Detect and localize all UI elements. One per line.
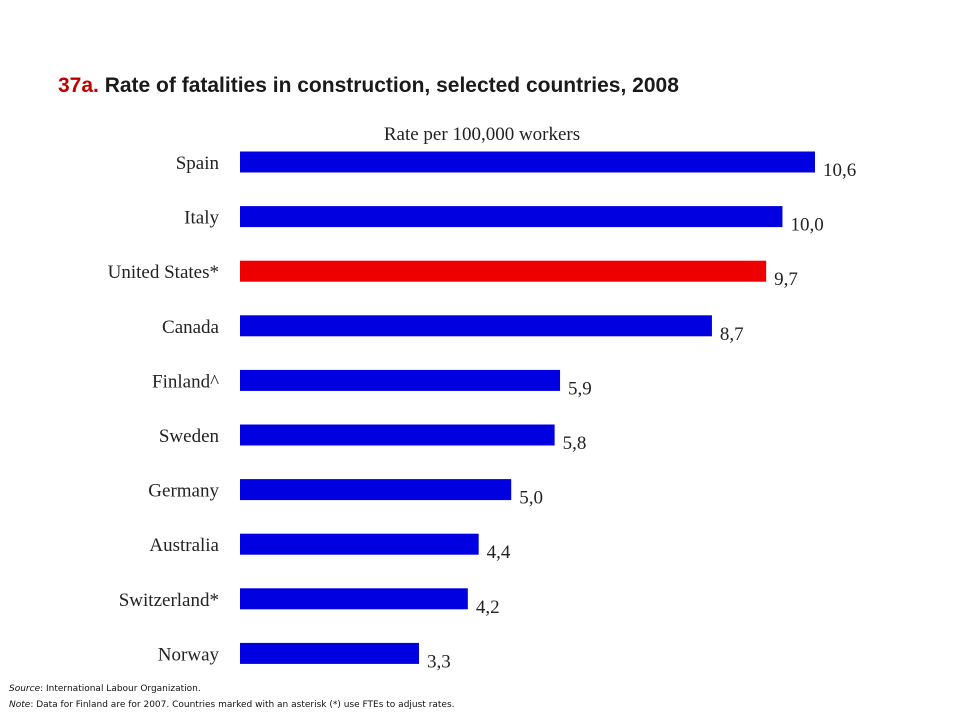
bar-value-label: 4,2 bbox=[476, 597, 500, 618]
bar bbox=[240, 369, 561, 391]
category-label: Spain bbox=[176, 153, 220, 174]
bar-value-label: 10,0 bbox=[790, 215, 823, 236]
category-label: Switzerland* bbox=[119, 590, 219, 611]
bar bbox=[240, 588, 468, 610]
chart-subtitle: Rate per 100,000 workers bbox=[384, 124, 580, 145]
category-label: Canada bbox=[162, 317, 220, 338]
source-note: Source: International Labour Organizatio… bbox=[9, 681, 455, 697]
source-text: : International Labour Organization. bbox=[40, 684, 201, 694]
bar bbox=[240, 533, 479, 555]
footnotes: Source: International Labour Organizatio… bbox=[9, 681, 455, 713]
chart-title-text: Rate of fatalities in construction, sele… bbox=[98, 74, 679, 97]
category-label: Finland^ bbox=[152, 371, 219, 392]
category-label: Italy bbox=[184, 208, 219, 229]
bars-group: Spain 10,6 Italy 10,0 United States* 9,7 Canad… bbox=[108, 151, 856, 672]
bar-value-label: 4,4 bbox=[487, 542, 511, 563]
bar-value-label: 8,7 bbox=[720, 324, 744, 345]
bar bbox=[240, 479, 512, 501]
category-label: Norway bbox=[158, 644, 220, 665]
category-label: Australia bbox=[149, 535, 219, 556]
data-note: Note: Data for Finland are for 2007. Cou… bbox=[9, 697, 455, 713]
bar-value-label: 9,7 bbox=[774, 269, 798, 290]
bar-value-label: 10,6 bbox=[823, 160, 856, 181]
bar-value-label: 3,3 bbox=[427, 651, 451, 672]
bar-value-label: 5,0 bbox=[519, 488, 543, 509]
category-label: Germany bbox=[148, 481, 219, 502]
bar-value-label: 5,8 bbox=[563, 433, 587, 454]
bar bbox=[240, 642, 420, 664]
note-text: : Data for Finland are for 2007. Countri… bbox=[30, 700, 455, 710]
chart-title-number: 37a. bbox=[58, 74, 99, 97]
bar bbox=[240, 260, 767, 282]
note-label: Note bbox=[9, 700, 31, 710]
category-label: United States* bbox=[108, 262, 219, 283]
chart-title: 37a. Rate of fatalities in construction,… bbox=[58, 74, 679, 98]
bar bbox=[240, 151, 815, 173]
source-label: Source bbox=[9, 684, 41, 694]
bar bbox=[240, 315, 712, 337]
category-label: Sweden bbox=[159, 426, 220, 447]
bar bbox=[240, 424, 555, 446]
bar-value-label: 5,9 bbox=[568, 378, 592, 399]
bar bbox=[240, 206, 783, 228]
